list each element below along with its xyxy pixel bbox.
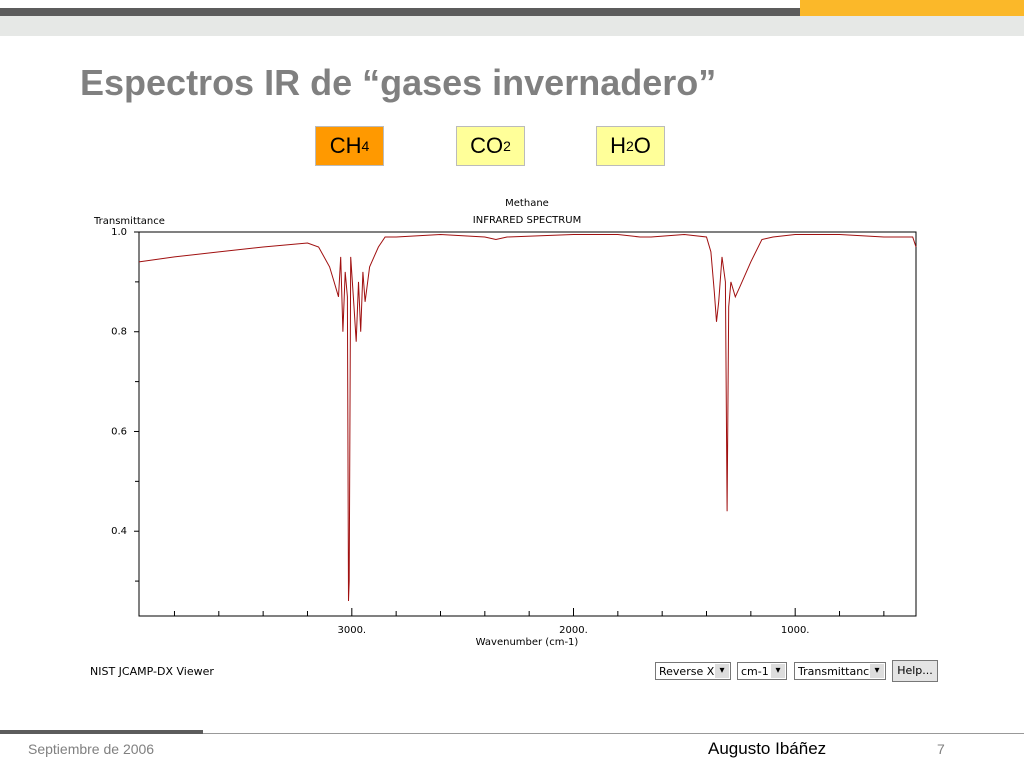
top-accent (800, 0, 1024, 16)
y-tick-label: 0.4 (111, 526, 127, 537)
top-bar (0, 8, 800, 16)
y-tick-label: 0.8 (111, 327, 127, 338)
dropdown[interactable]: Reverse X (655, 662, 731, 680)
page-number: 7 (937, 741, 945, 757)
dropdown[interactable]: cm-1 (737, 662, 787, 680)
chart-subtitle: INFRARED SPECTRUM (473, 215, 581, 226)
dropdown-text: Transmittance (798, 665, 876, 678)
dropdown-text: Reverse X (659, 665, 715, 678)
chart: Methane INFRARED SPECTRUM Transmittance … (93, 198, 917, 648)
button-sub: 2 (503, 138, 511, 154)
plot-frame (138, 231, 917, 617)
footer-accent (0, 730, 203, 734)
gas-button[interactable]: CO 2 (456, 126, 525, 166)
footer-author: Augusto Ibáñez (708, 739, 827, 758)
footer-line (0, 733, 1024, 734)
button-sub: 2 (625, 138, 634, 154)
help-button[interactable]: Help... (892, 660, 938, 682)
footer-date: Septiembre de 2006 (28, 741, 155, 757)
button-text: CH (329, 133, 362, 158)
x-tick-label: 3000. (337, 625, 366, 636)
button-text: O (633, 133, 651, 158)
y-axis-label: Transmittance (93, 216, 165, 227)
y-tick-label: 1.0 (111, 227, 127, 238)
button-sub: 4 (361, 138, 370, 154)
slide-title: Espectros IR de “gases invernadero” (80, 62, 717, 103)
chart-title: Methane (505, 198, 549, 209)
viewer-name: NIST JCAMP-DX Viewer (90, 665, 214, 678)
dropdown-text: cm-1 (741, 665, 769, 678)
gas-button[interactable]: CH 4 (315, 126, 384, 166)
x-axis-label: Wavenumber (cm-1) (476, 637, 579, 648)
button-text: H (610, 133, 626, 158)
y-tick-label: 0.6 (111, 426, 127, 437)
dropdown[interactable]: Transmittance (794, 662, 886, 680)
spectrum-line (138, 233, 917, 602)
top-band (0, 16, 1024, 36)
x-tick-label: 1000. (781, 625, 810, 636)
x-tick-label: 2000. (559, 625, 588, 636)
button-text: CO (470, 133, 504, 158)
